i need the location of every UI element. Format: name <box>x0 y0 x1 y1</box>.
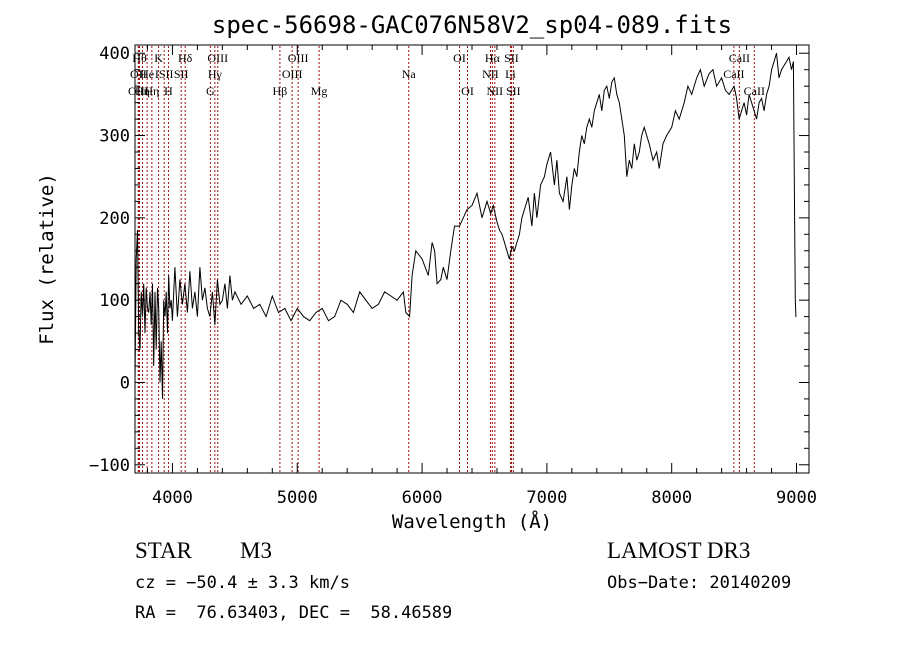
marker-label: He <box>140 67 154 81</box>
redshift-text: cz = −50.4 ± 3.3 km/s <box>135 573 350 593</box>
x-tick-label: 5000 <box>277 488 318 508</box>
spectrum-line <box>134 53 797 399</box>
marker-label: OIII <box>207 51 228 65</box>
marker-label: Li <box>505 67 516 81</box>
x-tick-label: 4000 <box>152 488 193 508</box>
marker-label: K <box>154 51 163 65</box>
spectral-class: STAR <box>135 538 192 563</box>
spectral-subclass: M3 <box>240 538 272 563</box>
marker-label: OII <box>130 67 147 81</box>
line-marker-labels: HθOIIOIIIHηHeHηKISIIHHδSIIGHγOIIIHβOIIIO… <box>128 51 765 98</box>
y-tick-label: 0 <box>120 373 130 393</box>
y-tick-label: 200 <box>99 209 130 229</box>
x-tick-label: 9000 <box>776 488 817 508</box>
spectrum-chart: spec-56698-GAC076N58V2_sp04-089.fits Hθ O… <box>36 11 817 533</box>
x-tick-label: 7000 <box>526 488 567 508</box>
marker-label: Hα <box>485 51 501 65</box>
marker-label: Hδ <box>178 51 193 65</box>
x-axis: 4000 5000 6000 7000 8000 9000 <box>146 45 817 508</box>
marker-label: NII <box>482 67 499 81</box>
marker-label: Hη <box>144 84 159 98</box>
marker-label: CaII <box>723 67 744 81</box>
marker-label: ISII <box>155 67 174 81</box>
x-axis-label: Wavelength (Å) <box>392 510 552 533</box>
obs-date-text: Obs−Date: 20140209 <box>607 573 792 593</box>
coordinates-text: RA = 76.63403, DEC = 58.46589 <box>135 603 453 623</box>
marker-label: CaII <box>729 51 750 65</box>
x-tick-label: 6000 <box>402 488 443 508</box>
marker-label: Hη <box>135 84 150 98</box>
marker-label: CaII <box>744 84 765 98</box>
y-tick-label: −100 <box>89 456 130 476</box>
marker-label: SII <box>504 51 519 65</box>
marker-label: Na <box>402 67 417 81</box>
line-markers <box>137 46 755 472</box>
marker-label: OIII <box>288 51 309 65</box>
chart-title: spec-56698-GAC076N58V2_sp04-089.fits <box>212 11 732 39</box>
y-tick-label: 100 <box>99 291 130 311</box>
y-axis-label: Flux (relative) <box>36 173 58 345</box>
y-tick-label: 400 <box>99 44 130 64</box>
marker-label: OIII <box>128 84 149 98</box>
marker-label: SII <box>506 84 521 98</box>
y-tick-label: 300 <box>99 127 130 147</box>
marker-label: OIII <box>282 67 303 81</box>
x-tick-label: 8000 <box>651 488 692 508</box>
marker-label: OI <box>461 84 474 98</box>
marker-label: Mg <box>311 84 328 98</box>
survey-label: LAMOST DR3 <box>607 538 751 563</box>
plot-frame <box>134 44 810 474</box>
marker-label: SII <box>174 67 189 81</box>
marker-label: H <box>164 84 173 98</box>
marker-label: OI <box>453 51 466 65</box>
marker-label: Hγ <box>208 67 223 81</box>
y-axis: −100 0 100 200 300 400 <box>89 44 809 476</box>
marker-label: G <box>206 84 215 98</box>
marker-label: Hβ <box>273 84 288 98</box>
marker-label: Hθ <box>132 51 147 65</box>
marker-label: NII <box>487 84 504 98</box>
